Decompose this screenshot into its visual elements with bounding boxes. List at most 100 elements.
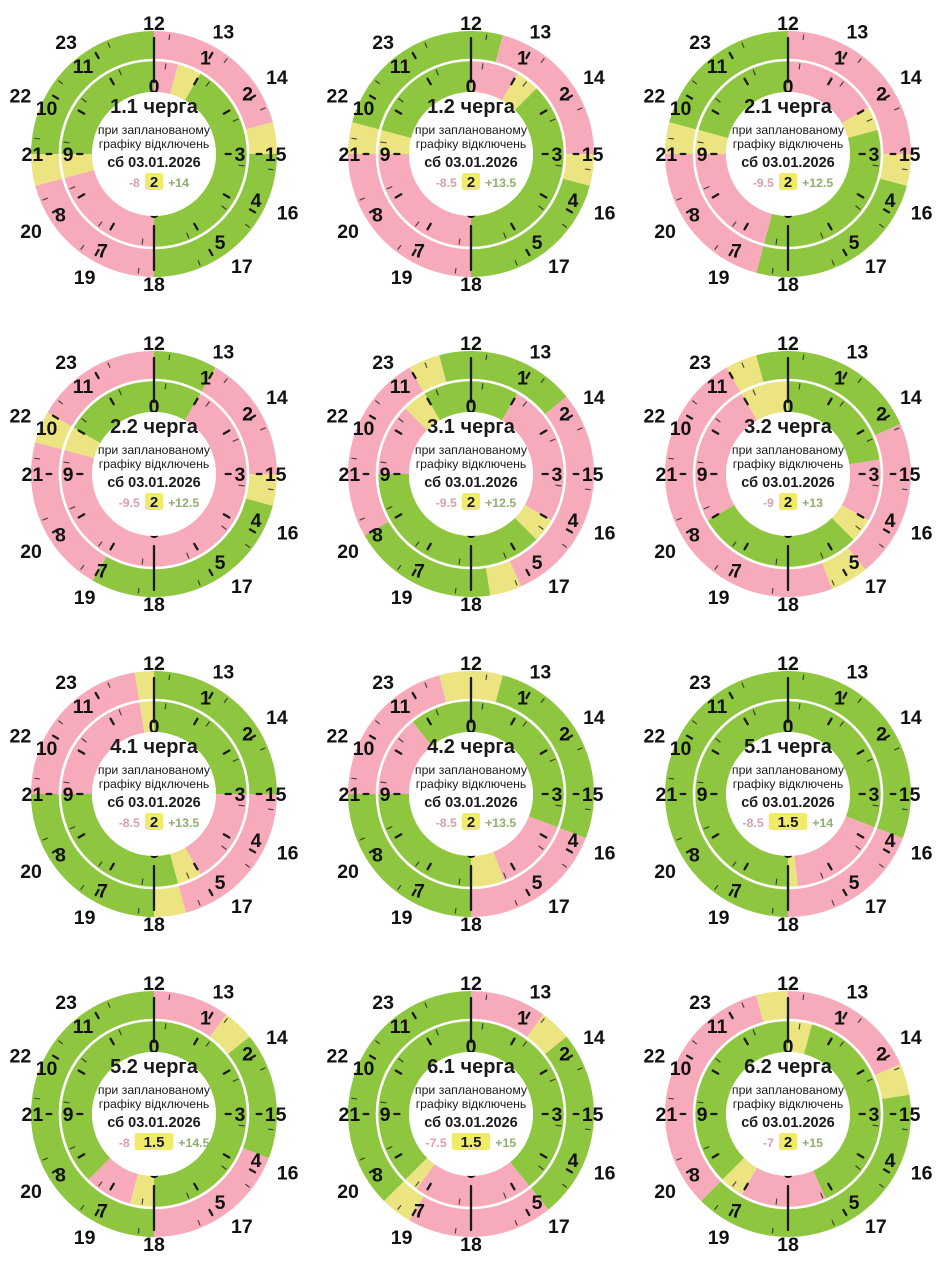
svg-text:16: 16 bbox=[277, 843, 299, 865]
svg-text:17: 17 bbox=[231, 896, 253, 918]
svg-text:21: 21 bbox=[655, 464, 677, 486]
svg-text:11: 11 bbox=[73, 376, 94, 398]
svg-text:при запланованому: при запланованому bbox=[98, 123, 211, 137]
svg-text:23: 23 bbox=[55, 992, 77, 1014]
svg-text:20: 20 bbox=[654, 1181, 676, 1203]
svg-text:14: 14 bbox=[583, 707, 605, 729]
svg-text:графіку відключень: графіку відключень bbox=[99, 457, 210, 471]
svg-text:16: 16 bbox=[277, 523, 299, 545]
svg-text:графіку відключень: графіку відключень bbox=[99, 1097, 210, 1111]
svg-text:-8.5: -8.5 bbox=[742, 816, 763, 830]
svg-text:22: 22 bbox=[327, 85, 349, 107]
svg-text:5: 5 bbox=[849, 232, 860, 254]
svg-text:5: 5 bbox=[849, 552, 860, 574]
svg-text:2.1 черга: 2.1 черга bbox=[744, 96, 833, 118]
svg-text:8: 8 bbox=[689, 845, 700, 867]
svg-text:графіку відключень: графіку відключень bbox=[416, 457, 527, 471]
svg-text:5: 5 bbox=[215, 1192, 226, 1214]
svg-text:4: 4 bbox=[885, 1150, 896, 1172]
svg-text:22: 22 bbox=[327, 725, 349, 747]
svg-text:8: 8 bbox=[689, 525, 700, 547]
svg-text:20: 20 bbox=[20, 861, 42, 883]
svg-text:2: 2 bbox=[242, 723, 253, 745]
svg-text:4: 4 bbox=[251, 830, 262, 852]
svg-text:23: 23 bbox=[372, 672, 394, 694]
svg-text:при запланованому: при запланованому bbox=[732, 1083, 845, 1097]
svg-text:23: 23 bbox=[689, 992, 711, 1014]
svg-text:при запланованому: при запланованому bbox=[98, 763, 211, 777]
svg-text:10: 10 bbox=[353, 98, 375, 120]
svg-text:19: 19 bbox=[74, 907, 96, 929]
svg-text:18: 18 bbox=[143, 1234, 165, 1256]
svg-text:22: 22 bbox=[10, 85, 32, 107]
svg-text:16: 16 bbox=[594, 523, 616, 545]
svg-text:13: 13 bbox=[530, 21, 552, 43]
svg-text:8: 8 bbox=[55, 845, 66, 867]
svg-text:3: 3 bbox=[869, 144, 880, 166]
svg-text:при запланованому: при запланованому bbox=[415, 443, 528, 457]
svg-text:19: 19 bbox=[391, 1227, 413, 1249]
svg-text:9: 9 bbox=[63, 1104, 74, 1126]
svg-text:15: 15 bbox=[899, 464, 921, 486]
svg-text:10: 10 bbox=[36, 738, 58, 760]
svg-text:8: 8 bbox=[55, 525, 66, 547]
svg-text:4: 4 bbox=[885, 510, 896, 532]
svg-text:22: 22 bbox=[327, 1045, 349, 1067]
svg-text:19: 19 bbox=[391, 587, 413, 609]
svg-text:21: 21 bbox=[655, 1104, 677, 1126]
svg-text:11: 11 bbox=[73, 1016, 94, 1038]
svg-text:1.2 черга: 1.2 черга bbox=[427, 96, 516, 118]
svg-text:11: 11 bbox=[73, 56, 94, 78]
svg-text:21: 21 bbox=[338, 784, 360, 806]
svg-text:19: 19 bbox=[391, 267, 413, 289]
svg-text:при запланованому: при запланованому bbox=[732, 123, 845, 137]
svg-text:графіку відключень: графіку відключень bbox=[416, 137, 527, 151]
svg-text:9: 9 bbox=[697, 464, 708, 486]
svg-text:13: 13 bbox=[213, 661, 235, 683]
svg-text:5: 5 bbox=[532, 232, 543, 254]
svg-text:графіку відключень: графіку відключень bbox=[733, 1097, 844, 1111]
svg-text:+13.5: +13.5 bbox=[485, 176, 516, 190]
svg-text:при запланованому: при запланованому bbox=[732, 763, 845, 777]
svg-text:18: 18 bbox=[460, 274, 482, 296]
svg-text:23: 23 bbox=[689, 32, 711, 54]
svg-text:сб 03.01.2026: сб 03.01.2026 bbox=[424, 155, 517, 171]
svg-text:17: 17 bbox=[865, 1216, 887, 1238]
svg-text:+13.5: +13.5 bbox=[485, 816, 516, 830]
svg-text:22: 22 bbox=[644, 725, 666, 747]
svg-text:+12.5: +12.5 bbox=[485, 496, 516, 510]
svg-text:2: 2 bbox=[876, 403, 887, 425]
svg-text:12: 12 bbox=[460, 653, 482, 675]
svg-text:8: 8 bbox=[689, 205, 700, 227]
svg-text:22: 22 bbox=[644, 1045, 666, 1067]
svg-text:при запланованому: при запланованому bbox=[415, 123, 528, 137]
svg-text:13: 13 bbox=[847, 341, 869, 363]
svg-text:17: 17 bbox=[231, 1216, 253, 1238]
svg-text:-7.5: -7.5 bbox=[425, 1136, 446, 1150]
svg-text:13: 13 bbox=[213, 21, 235, 43]
svg-text:16: 16 bbox=[594, 843, 616, 865]
svg-text:5: 5 bbox=[215, 872, 226, 894]
svg-text:16: 16 bbox=[911, 1163, 933, 1185]
svg-text:14: 14 bbox=[266, 1027, 288, 1049]
svg-text:2.2 черга: 2.2 черга bbox=[110, 416, 199, 438]
svg-text:9: 9 bbox=[63, 464, 74, 486]
svg-text:9: 9 bbox=[697, 144, 708, 166]
svg-text:3: 3 bbox=[552, 1104, 563, 1126]
svg-text:18: 18 bbox=[777, 274, 799, 296]
svg-text:15: 15 bbox=[899, 1104, 921, 1126]
svg-text:сб 03.01.2026: сб 03.01.2026 bbox=[424, 475, 517, 491]
svg-text:11: 11 bbox=[73, 696, 94, 718]
svg-text:3: 3 bbox=[552, 144, 563, 166]
svg-text:3.1 черга: 3.1 черга bbox=[427, 416, 516, 438]
svg-text:14: 14 bbox=[900, 67, 922, 89]
svg-text:12: 12 bbox=[143, 973, 165, 995]
svg-text:сб 03.01.2026: сб 03.01.2026 bbox=[741, 795, 834, 811]
svg-text:3: 3 bbox=[235, 464, 246, 486]
svg-text:15: 15 bbox=[265, 464, 287, 486]
svg-text:5: 5 bbox=[532, 872, 543, 894]
svg-text:при запланованому: при запланованому bbox=[415, 763, 528, 777]
svg-text:11: 11 bbox=[390, 56, 411, 78]
svg-text:2: 2 bbox=[559, 83, 570, 105]
svg-text:9: 9 bbox=[380, 784, 391, 806]
